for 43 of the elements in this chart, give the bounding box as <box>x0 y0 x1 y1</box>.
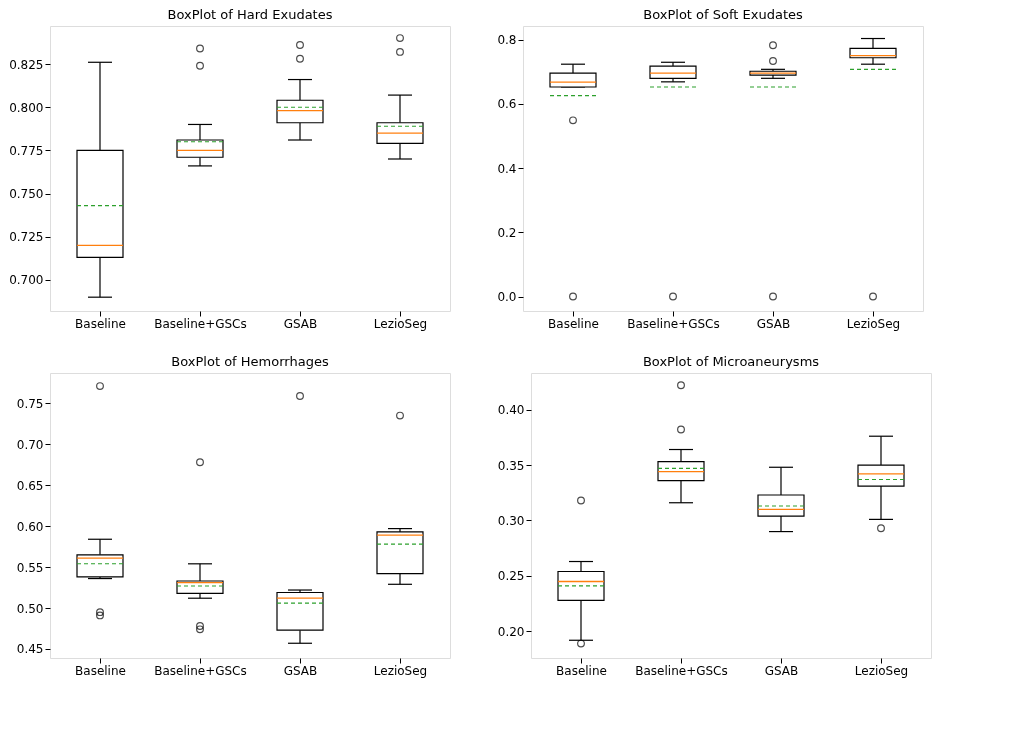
x-tick-label: Baseline+GSCs <box>154 316 247 331</box>
x-tick-label: GSAB <box>756 316 791 331</box>
y-tick-label: 0.60 <box>16 519 44 534</box>
x-tick-label: GSAB <box>283 316 318 331</box>
y-tick-label: 0.775 <box>9 143 44 158</box>
chart-title: BoxPlot of Microaneurysms <box>642 354 820 369</box>
x-tick-label: LezioSeg <box>846 316 901 331</box>
y-tick-label: 0.800 <box>9 100 44 115</box>
y-tick-label: 0.4 <box>497 161 517 176</box>
chart-title: BoxPlot of Hemorrhages <box>171 354 329 369</box>
x-tick-label: GSAB <box>283 663 318 678</box>
x-tick-label: LezioSeg <box>373 316 428 331</box>
y-tick-label: 0.750 <box>9 187 44 202</box>
chart-title: BoxPlot of Hard Exudates <box>167 7 333 22</box>
x-tick-label: GSAB <box>764 663 799 678</box>
y-tick-label: 0.825 <box>9 57 44 72</box>
y-tick-label: 0.0 <box>497 290 517 305</box>
x-tick-label: Baseline+GSCs <box>627 316 720 331</box>
y-tick-label: 0.6 <box>497 97 517 112</box>
y-tick-label: 0.25 <box>497 569 525 584</box>
y-tick-label: 0.70 <box>16 437 44 452</box>
y-tick-label: 0.35 <box>497 458 525 473</box>
y-tick-label: 0.725 <box>9 230 44 245</box>
y-tick-label: 0.40 <box>497 403 525 418</box>
y-tick-label: 0.2 <box>497 225 517 240</box>
x-tick-label: Baseline <box>556 663 607 678</box>
y-tick-label: 0.30 <box>497 513 525 528</box>
x-tick-label: LezioSeg <box>373 663 428 678</box>
y-tick-label: 0.45 <box>16 642 44 657</box>
x-tick-label: Baseline+GSCs <box>154 663 247 678</box>
chart-title: BoxPlot of Soft Exudates <box>643 7 803 22</box>
x-tick-label: Baseline <box>548 316 599 331</box>
y-tick-label: 0.700 <box>9 273 44 288</box>
x-tick-label: Baseline+GSCs <box>635 663 728 678</box>
y-tick-label: 0.55 <box>16 560 44 575</box>
y-tick-label: 0.75 <box>16 396 44 411</box>
y-tick-label: 0.20 <box>497 624 525 639</box>
x-tick-label: Baseline <box>75 316 126 331</box>
y-tick-label: 0.50 <box>16 601 44 616</box>
x-tick-label: LezioSeg <box>854 663 909 678</box>
x-tick-label: Baseline <box>75 663 126 678</box>
y-tick-label: 0.65 <box>16 478 44 493</box>
y-tick-label: 0.8 <box>497 33 517 48</box>
